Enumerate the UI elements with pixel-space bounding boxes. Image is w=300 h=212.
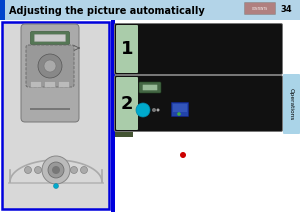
Circle shape (42, 156, 70, 184)
Circle shape (44, 60, 56, 72)
Bar (0, 0, 5, 20)
Circle shape (157, 109, 160, 112)
FancyBboxPatch shape (172, 102, 188, 117)
Bar (8, 182, 104, 184)
Circle shape (152, 108, 156, 112)
Circle shape (52, 166, 60, 174)
Circle shape (34, 166, 41, 173)
FancyBboxPatch shape (139, 82, 161, 93)
Text: Adjusting the picture automatically: Adjusting the picture automatically (9, 6, 205, 16)
FancyBboxPatch shape (26, 45, 74, 87)
Text: 1: 1 (121, 40, 133, 58)
FancyBboxPatch shape (116, 77, 138, 130)
FancyBboxPatch shape (44, 81, 56, 88)
FancyBboxPatch shape (34, 35, 65, 42)
FancyBboxPatch shape (115, 75, 283, 131)
FancyBboxPatch shape (143, 85, 157, 90)
Bar (30, 108, 70, 110)
Bar (111, 20, 115, 212)
FancyBboxPatch shape (31, 81, 41, 88)
Circle shape (53, 184, 58, 188)
Text: 2: 2 (121, 95, 133, 113)
FancyBboxPatch shape (31, 32, 70, 45)
Circle shape (80, 166, 88, 173)
FancyBboxPatch shape (283, 74, 300, 134)
Circle shape (177, 112, 181, 116)
Text: Operations: Operations (289, 88, 293, 120)
Circle shape (48, 162, 64, 178)
FancyBboxPatch shape (244, 3, 275, 14)
Bar (115, 132, 133, 137)
Circle shape (136, 103, 150, 117)
FancyBboxPatch shape (58, 81, 70, 88)
Bar (2, 22, 109, 209)
FancyBboxPatch shape (115, 24, 283, 74)
Circle shape (180, 152, 186, 158)
Circle shape (70, 166, 77, 173)
Bar (173, 104, 187, 112)
FancyBboxPatch shape (116, 25, 138, 73)
Circle shape (38, 54, 62, 78)
Circle shape (25, 166, 32, 173)
FancyBboxPatch shape (21, 24, 79, 122)
Text: 34: 34 (280, 4, 292, 14)
Bar (0, 0, 300, 20)
Text: CONTENTS: CONTENTS (252, 7, 268, 11)
